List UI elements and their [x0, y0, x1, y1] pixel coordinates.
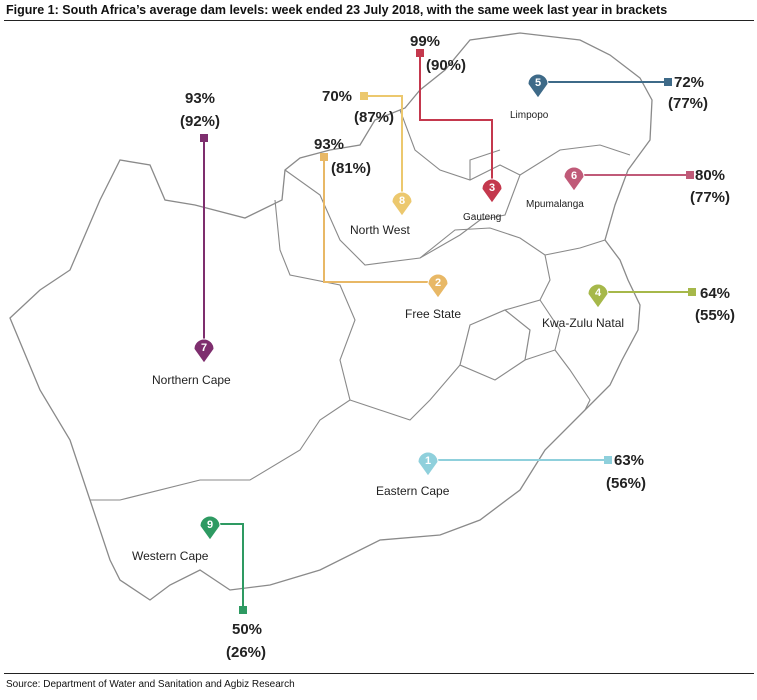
pin-eastern-cape[interactable]: 1 — [417, 451, 439, 477]
last-year-level-eastern-cape: (56%) — [606, 475, 646, 492]
pin-number: 9 — [207, 519, 213, 531]
source-note: Source: Department of Water and Sanitati… — [6, 679, 295, 690]
province-name-northern-cape: Northern Cape — [152, 373, 231, 387]
pin-number: 6 — [571, 170, 577, 182]
pin-north-west[interactable]: 8 — [391, 191, 413, 217]
country-outline — [9, 32, 653, 601]
province-name-limpopo: Limpopo — [510, 110, 549, 121]
pin-number: 2 — [435, 277, 441, 289]
lesotho-outline — [459, 309, 531, 381]
pin-mpumalanga[interactable]: 6 — [563, 166, 585, 192]
last-year-level-mpumalanga: (77%) — [690, 189, 730, 206]
current-level-western-cape: 50% — [232, 621, 262, 638]
province-name-gauteng: Gauteng — [463, 212, 501, 223]
pin-number: 4 — [595, 287, 602, 299]
pin-free-state[interactable]: 2 — [427, 273, 449, 299]
pin-number: 1 — [425, 455, 431, 467]
current-level-kwazulu-natal: 64% — [700, 285, 730, 302]
province-name-north-west: North West — [350, 223, 410, 237]
current-level-gauteng: 99% — [410, 33, 440, 50]
pin-number: 8 — [399, 195, 405, 207]
last-year-level-free-state: (81%) — [331, 160, 371, 177]
province-name-free-state: Free State — [405, 307, 461, 321]
figure-title: Figure 1: South Africa’s average dam lev… — [6, 3, 668, 17]
leader-ends — [200, 49, 696, 614]
pin-number: 7 — [201, 342, 207, 354]
last-year-level-northern-cape: (92%) — [180, 113, 220, 130]
current-level-mpumalanga: 80% — [695, 167, 725, 184]
pin-kwazulu-natal[interactable]: 4 — [587, 283, 609, 309]
last-year-level-western-cape: (26%) — [226, 644, 266, 661]
pin-number: 3 — [489, 182, 495, 194]
pin-northern-cape[interactable]: 7 — [193, 338, 215, 364]
province-name-mpumalanga: Mpumalanga — [526, 199, 584, 210]
pin-limpopo[interactable]: 5 — [527, 73, 549, 99]
last-year-level-gauteng: (90%) — [426, 57, 466, 74]
pin-number: 5 — [535, 77, 541, 89]
pin-gauteng[interactable]: 3 — [481, 178, 503, 204]
current-level-north-west: 70% — [322, 88, 352, 105]
province-borders — [90, 109, 631, 501]
current-level-free-state: 93% — [314, 136, 344, 153]
current-level-northern-cape: 93% — [185, 90, 215, 107]
title-divider — [4, 20, 754, 21]
pin-western-cape[interactable]: 9 — [199, 515, 221, 541]
current-level-eastern-cape: 63% — [614, 452, 644, 469]
source-divider — [4, 673, 754, 674]
current-level-limpopo: 72% — [674, 74, 704, 91]
last-year-level-limpopo: (77%) — [668, 95, 708, 112]
province-name-eastern-cape: Eastern Cape — [376, 484, 450, 498]
last-year-level-north-west: (87%) — [354, 109, 394, 126]
leader-lines — [203, 53, 692, 610]
province-name-kwazulu-natal: Kwa-Zulu Natal — [542, 316, 624, 330]
province-name-western-cape: Western Cape — [132, 549, 209, 563]
last-year-level-kwazulu-natal: (55%) — [695, 307, 735, 324]
